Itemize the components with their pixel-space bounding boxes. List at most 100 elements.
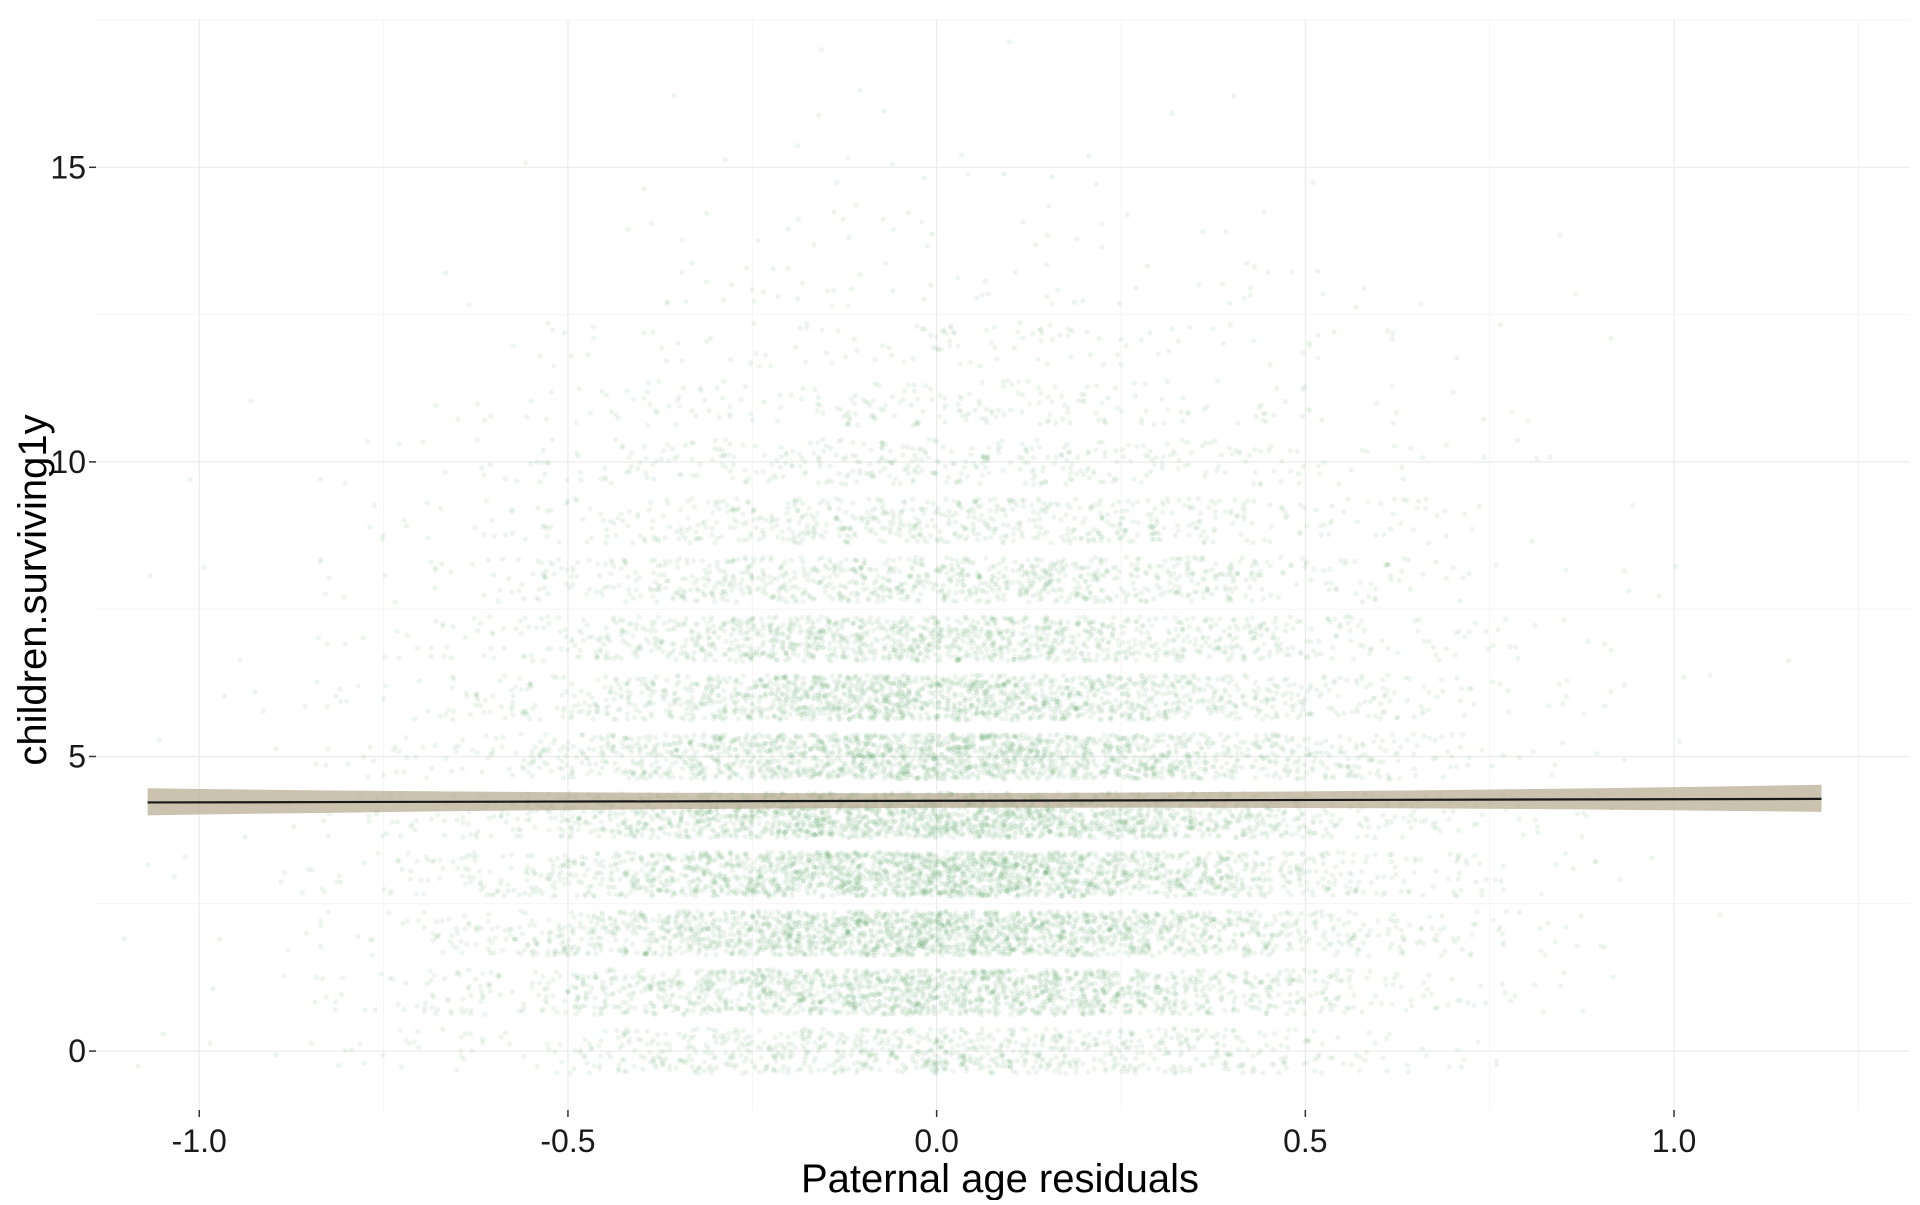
scatter-point: [1195, 926, 1200, 931]
scatter-point: [1500, 940, 1505, 945]
scatter-point: [642, 1055, 647, 1060]
scatter-point: [1287, 972, 1292, 977]
scatter-point: [798, 1066, 803, 1071]
scatter-point: [1067, 1036, 1072, 1041]
scatter-point: [771, 952, 776, 957]
scatter-point: [1071, 1004, 1076, 1009]
scatter-point: [668, 985, 673, 990]
scatter-point: [207, 1041, 212, 1046]
scatter-point: [1097, 1030, 1102, 1035]
scatter-point: [677, 1058, 682, 1063]
scatter-point: [1271, 947, 1276, 952]
scatter-point: [695, 909, 700, 914]
scatter-point: [584, 997, 589, 1002]
scatter-point: [326, 910, 331, 915]
scatter-point: [430, 931, 435, 936]
scatter-point: [510, 989, 515, 994]
scatter-point: [750, 996, 755, 1001]
scatter-point: [1302, 1011, 1307, 1016]
scatter-point: [775, 909, 780, 914]
scatter-point: [1328, 1000, 1333, 1005]
scatter-point: [1312, 1068, 1317, 1073]
scatter-point: [552, 1049, 557, 1054]
scatter-point: [1347, 975, 1352, 980]
scatter-point: [586, 914, 591, 919]
scatter-point: [1233, 946, 1238, 951]
scatter-point: [1173, 935, 1178, 940]
scatter-point: [1462, 1057, 1467, 1062]
scatter-point: [764, 1011, 769, 1016]
scatter-point: [986, 952, 991, 957]
scatter-point: [749, 1059, 754, 1064]
scatter-point: [1252, 909, 1257, 914]
scatter-point: [766, 967, 771, 972]
scatter-point: [217, 937, 222, 942]
scatter-point: [758, 1046, 763, 1051]
scatter-point: [1163, 996, 1168, 1001]
scatter-point: [838, 1031, 843, 1036]
scatter-point: [1016, 924, 1021, 929]
scatter-point: [848, 987, 853, 992]
scatter-point: [694, 916, 699, 921]
scatter-point: [928, 1038, 933, 1043]
scatter-point: [1163, 1033, 1168, 1038]
scatter-point: [970, 913, 975, 918]
scatter-point: [1327, 974, 1332, 979]
scatter-point: [763, 991, 768, 996]
scatter-point: [1319, 990, 1324, 995]
scatter-point: [401, 1007, 406, 1012]
scatter-point: [1435, 1005, 1440, 1010]
scatter-point: [1108, 1010, 1113, 1015]
scatter-point: [1057, 1070, 1062, 1075]
scatter-point: [1041, 935, 1046, 940]
scatter-point: [1537, 926, 1542, 931]
scatter-point: [961, 1042, 966, 1047]
scatter-point: [1209, 1061, 1214, 1066]
scatter-point: [980, 997, 985, 1002]
scatter-point: [675, 1006, 680, 1011]
scatter-point: [614, 1028, 619, 1033]
scatter-point: [1121, 993, 1126, 998]
scatter-point: [737, 936, 742, 941]
scatter-point: [894, 1054, 899, 1059]
scatter-point: [1323, 937, 1328, 942]
scatter-point: [1064, 1071, 1069, 1076]
scatter-point: [1145, 913, 1150, 918]
scatter-point: [1251, 1053, 1256, 1058]
scatter-point: [743, 968, 748, 973]
scatter-point: [518, 952, 523, 957]
scatter-point: [340, 975, 345, 980]
scatter-point: [1349, 969, 1354, 974]
scatter-point: [1578, 913, 1583, 918]
scatter-point: [1005, 1044, 1010, 1049]
scatter-point: [520, 931, 525, 936]
scatter-point: [1471, 922, 1476, 927]
scatter-point: [1304, 1060, 1309, 1065]
scatter-point: [786, 945, 791, 950]
scatter-point: [942, 994, 947, 999]
scatter-point: [479, 999, 484, 1004]
scatter-point: [621, 1057, 626, 1062]
scatter-point: [1302, 968, 1307, 973]
scatter-point: [1112, 1004, 1117, 1009]
scatter-point: [1046, 926, 1051, 931]
scatter-point: [894, 1029, 899, 1034]
scatter-point: [736, 997, 741, 1002]
scatter-point: [541, 1007, 546, 1012]
scatter-point: [811, 914, 816, 919]
scatter-point: [711, 919, 716, 924]
scatter-point: [930, 1005, 935, 1010]
scatter-point: [942, 1027, 947, 1032]
scatter-point: [630, 992, 635, 997]
scatter-point: [1244, 1001, 1249, 1006]
scatter-point: [1340, 941, 1345, 946]
scatter-point: [1091, 929, 1096, 934]
scatter-point: [557, 974, 562, 979]
scatter-point: [976, 918, 981, 923]
scatter-point: [660, 925, 665, 930]
scatter-point: [674, 1065, 679, 1070]
scatter-point: [977, 1011, 982, 1016]
scatter-point: [1228, 909, 1233, 914]
scatter-point: [490, 927, 495, 932]
scatter-point: [1196, 1007, 1201, 1012]
